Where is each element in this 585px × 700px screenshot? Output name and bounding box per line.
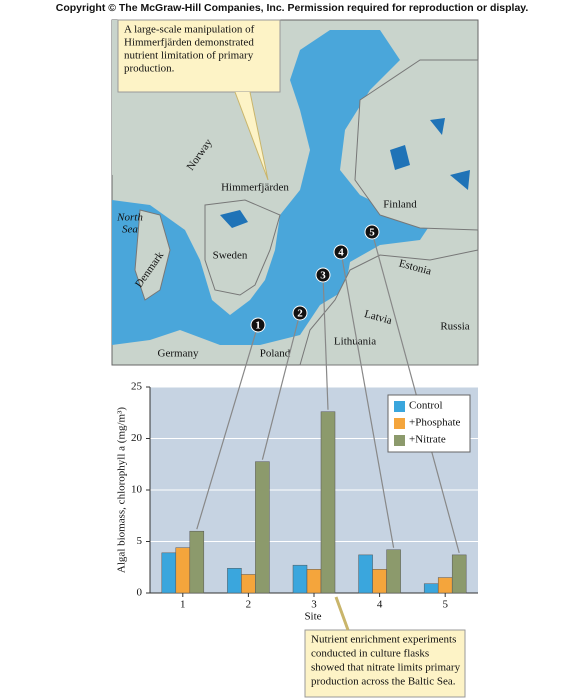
bar	[189, 530, 205, 594]
site-link	[261, 312, 301, 460]
site-link	[340, 251, 395, 548]
bar	[451, 554, 467, 594]
legend-swatch	[394, 401, 405, 412]
annotation-pointer	[334, 596, 350, 631]
callout-pointer	[234, 91, 269, 181]
site-marker	[292, 305, 308, 321]
bar	[320, 411, 336, 594]
x-tick-label: 2	[246, 599, 252, 611]
land	[354, 59, 479, 231]
annotation-text: Nutrient enrichment experiments	[311, 634, 456, 646]
bar	[227, 568, 242, 594]
legend-swatch	[394, 435, 405, 446]
site-marker	[364, 224, 380, 240]
sea	[112, 30, 430, 345]
x-tick-label: 4	[377, 599, 383, 611]
bar	[161, 552, 177, 594]
x-tick-label: 5	[442, 599, 448, 611]
land	[299, 249, 479, 366]
legend-label: +Phosphate	[409, 417, 461, 429]
annotation-text: showed that nitrate limits primary	[311, 662, 461, 674]
legend-label: +Nitrate	[409, 434, 446, 446]
bar	[255, 461, 270, 594]
bar	[437, 577, 453, 594]
bar	[175, 547, 191, 594]
bar	[358, 554, 373, 594]
copyright: Copyright © The McGraw-Hill Companies, I…	[56, 2, 529, 14]
map-label: Lithuania	[334, 336, 376, 348]
legend-swatch	[394, 418, 405, 429]
site-number: 2	[297, 308, 303, 320]
site-number: 5	[369, 227, 375, 239]
bar	[423, 583, 439, 594]
map-label: Sea	[122, 224, 138, 236]
bar	[292, 564, 308, 594]
y-tick-label: 20	[131, 432, 143, 444]
map-label: Poland	[260, 348, 291, 360]
site-number: 1	[255, 320, 261, 332]
x-axis-label: Site	[304, 611, 321, 623]
map-label: Finland	[383, 199, 417, 211]
map-label: Himmerfjärden	[221, 182, 289, 194]
y-tick-label: 25	[131, 381, 143, 393]
site-marker	[315, 267, 331, 283]
map-label: North	[116, 212, 143, 224]
bar	[241, 574, 256, 594]
callout-text: nutrient limitation of primary	[124, 50, 254, 62]
map-label: Sweden	[213, 250, 248, 262]
annotation-text: conducted in culture flasks	[311, 648, 429, 660]
map-label: Russia	[440, 321, 469, 333]
site-link	[196, 324, 259, 530]
callout-text: Himmerfjärden demonstrated	[124, 37, 254, 49]
y-axis-label: Algal biomass, chlorophyll a (mg/m³)	[116, 407, 128, 573]
x-tick-label: 3	[311, 599, 317, 611]
callout-text: A large-scale manipulation of	[124, 24, 255, 36]
bar	[372, 569, 387, 594]
bar	[306, 569, 322, 594]
site-marker	[333, 244, 349, 260]
y-tick-label: 0	[137, 587, 143, 599]
map-label: Germany	[158, 348, 199, 360]
annotation-box	[304, 629, 466, 698]
land	[204, 199, 281, 296]
land	[134, 209, 171, 301]
map	[111, 19, 479, 366]
site-link	[322, 274, 329, 410]
annotation-text: production across the Baltic Sea.	[311, 676, 456, 688]
site-number: 4	[338, 247, 344, 259]
callout-text: production.	[124, 63, 175, 75]
site-link	[371, 231, 460, 554]
y-tick-label: 10	[131, 484, 143, 496]
y-tick-label: 5	[137, 535, 143, 547]
site-number: 3	[320, 270, 326, 282]
site-marker	[250, 317, 266, 333]
bar	[386, 549, 401, 594]
x-tick-label: 1	[180, 599, 186, 611]
legend-label: Control	[409, 400, 443, 412]
callout-box	[117, 19, 281, 93]
